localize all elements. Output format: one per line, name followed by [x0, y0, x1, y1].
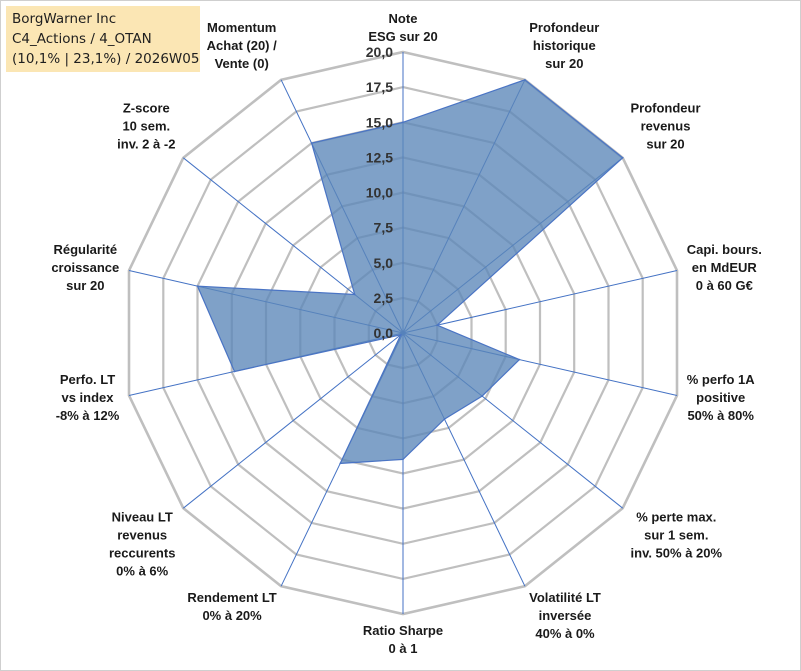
axis-label-line: Profondeur — [630, 101, 700, 116]
axis-label: Volatilité LT inversée 40% à 0% — [529, 590, 601, 641]
tick-label: 7,5 — [374, 220, 394, 236]
axis-spoke — [182, 332, 404, 509]
tick-label: 15,0 — [366, 114, 393, 130]
axis-label: Capi. bours. en MdEUR 0 à 60 G€ — [687, 242, 762, 293]
performance-period: (10,1% | 23,1%) / 2026W05 — [12, 51, 200, 67]
axis-label-line: Capi. bours. — [687, 242, 762, 257]
data-point — [339, 462, 342, 465]
axis-label-line: Z-score — [123, 101, 170, 116]
axis-label-line: sur 1 sem. — [644, 527, 708, 542]
axis-label-line: 0 à 1 — [389, 641, 418, 656]
portfolio-path: C4_Actions / 4_OTAN — [12, 31, 152, 47]
tick-label: 17,5 — [366, 79, 393, 95]
axis-label-line: ESG sur 20 — [368, 29, 437, 44]
axis-label: Momentum Achat (20) / Vente (0) — [207, 20, 277, 71]
data-point — [233, 370, 236, 373]
data-point — [436, 324, 439, 327]
axis-label-line: sur 20 — [545, 56, 583, 71]
tick-label: 10,0 — [366, 185, 393, 201]
axis-label: Note ESG sur 20 — [368, 11, 437, 44]
axis-label-line: Profondeur — [529, 20, 599, 35]
axis-label-line: 0% à 20% — [202, 608, 262, 623]
axis-label: % perfo 1A positive 50% à 80% — [687, 372, 756, 423]
data-point — [402, 121, 404, 124]
axis-label-line: 0 à 60 G€ — [696, 278, 753, 293]
data-point — [481, 395, 483, 397]
axis-label-line: inv. 2 à -2 — [117, 137, 175, 152]
axis-label-line: Ratio Sharpe — [363, 623, 443, 638]
data-point — [310, 142, 313, 144]
axis-label-line: Note — [389, 11, 418, 26]
data-point — [621, 157, 624, 159]
data-point — [353, 293, 356, 296]
axis-label-line: croissance — [51, 260, 119, 275]
axis-label-line: Achat (20) / — [207, 38, 277, 53]
company-name: BorgWarner Inc — [12, 11, 117, 27]
axis-label-line: -8% à 12% — [56, 408, 120, 423]
tick-label: 5,0 — [374, 255, 394, 271]
data-point — [400, 334, 402, 336]
axis-label: Rendement LT 0% à 20% — [187, 590, 276, 623]
axis-label-line: reccurents — [109, 545, 175, 560]
axis-label-line: Volatilité LT — [529, 590, 601, 605]
axis-label-line: % perte max. — [636, 509, 716, 524]
tick-label: 12,5 — [366, 149, 393, 165]
axis-label-line: Vente (0) — [215, 56, 269, 71]
axis-label-line: Niveau LT — [112, 509, 173, 524]
axis-label-line: sur 20 — [66, 278, 104, 293]
tick-label: 2,5 — [374, 290, 394, 306]
axis-label-line: revenus — [641, 119, 691, 134]
axis-label: Perfo. LT vs index -8% à 12% — [56, 372, 120, 423]
axis-label-line: sur 20 — [646, 137, 684, 152]
axis-label-line: vs index — [61, 390, 114, 405]
axis-label: Z-score 10 sem. inv. 2 à -2 — [117, 101, 175, 152]
axis-label-line: historique — [533, 38, 596, 53]
info-box: BorgWarner Inc C4_Actions / 4_OTAN (10,1… — [6, 6, 200, 72]
radar-series — [196, 79, 624, 465]
axis-label-line: inv. 50% à 20% — [631, 545, 723, 560]
data-point — [402, 458, 404, 461]
data-point — [518, 358, 521, 361]
axis-label: Régularité croissance sur 20 — [51, 242, 119, 293]
axis-label-line: 40% à 0% — [535, 626, 595, 641]
axis-label: Profondeur revenus sur 20 — [630, 101, 700, 152]
axis-label-line: en MdEUR — [692, 260, 758, 275]
axis-label-line: 0% à 6% — [116, 563, 168, 578]
axis-label: % perte max. sur 1 sem. inv. 50% à 20% — [631, 509, 723, 560]
data-point — [524, 79, 526, 81]
axis-label: Niveau LT revenus reccurents 0% à 6% — [109, 509, 175, 578]
axis-label-line: Momentum — [207, 20, 276, 35]
axis-label-line: Perfo. LT — [60, 372, 115, 387]
data-point — [443, 418, 446, 420]
tick-label: 0,0 — [374, 325, 394, 341]
axis-label-line: inversée — [539, 608, 592, 623]
radar-axis-labels: Note ESG sur 20 Profondeur historique sur 20… — [51, 11, 762, 656]
axis-label-line: positive — [696, 390, 745, 405]
tick-label: 20,0 — [366, 44, 393, 60]
axis-label-line: 50% à 80% — [687, 408, 754, 423]
axis-label: Ratio Sharpe 0 à 1 — [363, 623, 443, 656]
axis-label-line: 10 sem. — [122, 119, 170, 134]
data-point — [196, 285, 199, 287]
axis-label-line: Régularité — [54, 242, 118, 257]
axis-label-line: Rendement LT — [187, 590, 276, 605]
axis-spoke — [402, 270, 678, 334]
axis-label: Profondeur historique sur 20 — [529, 20, 599, 71]
axis-label-line: revenus — [117, 527, 167, 542]
radar-tick-labels: 0,0 2,5 5,0 7,5 10,0 12,5 15,0 17,5 20,0 — [366, 44, 393, 341]
axis-label-line: % perfo 1A — [687, 372, 756, 387]
